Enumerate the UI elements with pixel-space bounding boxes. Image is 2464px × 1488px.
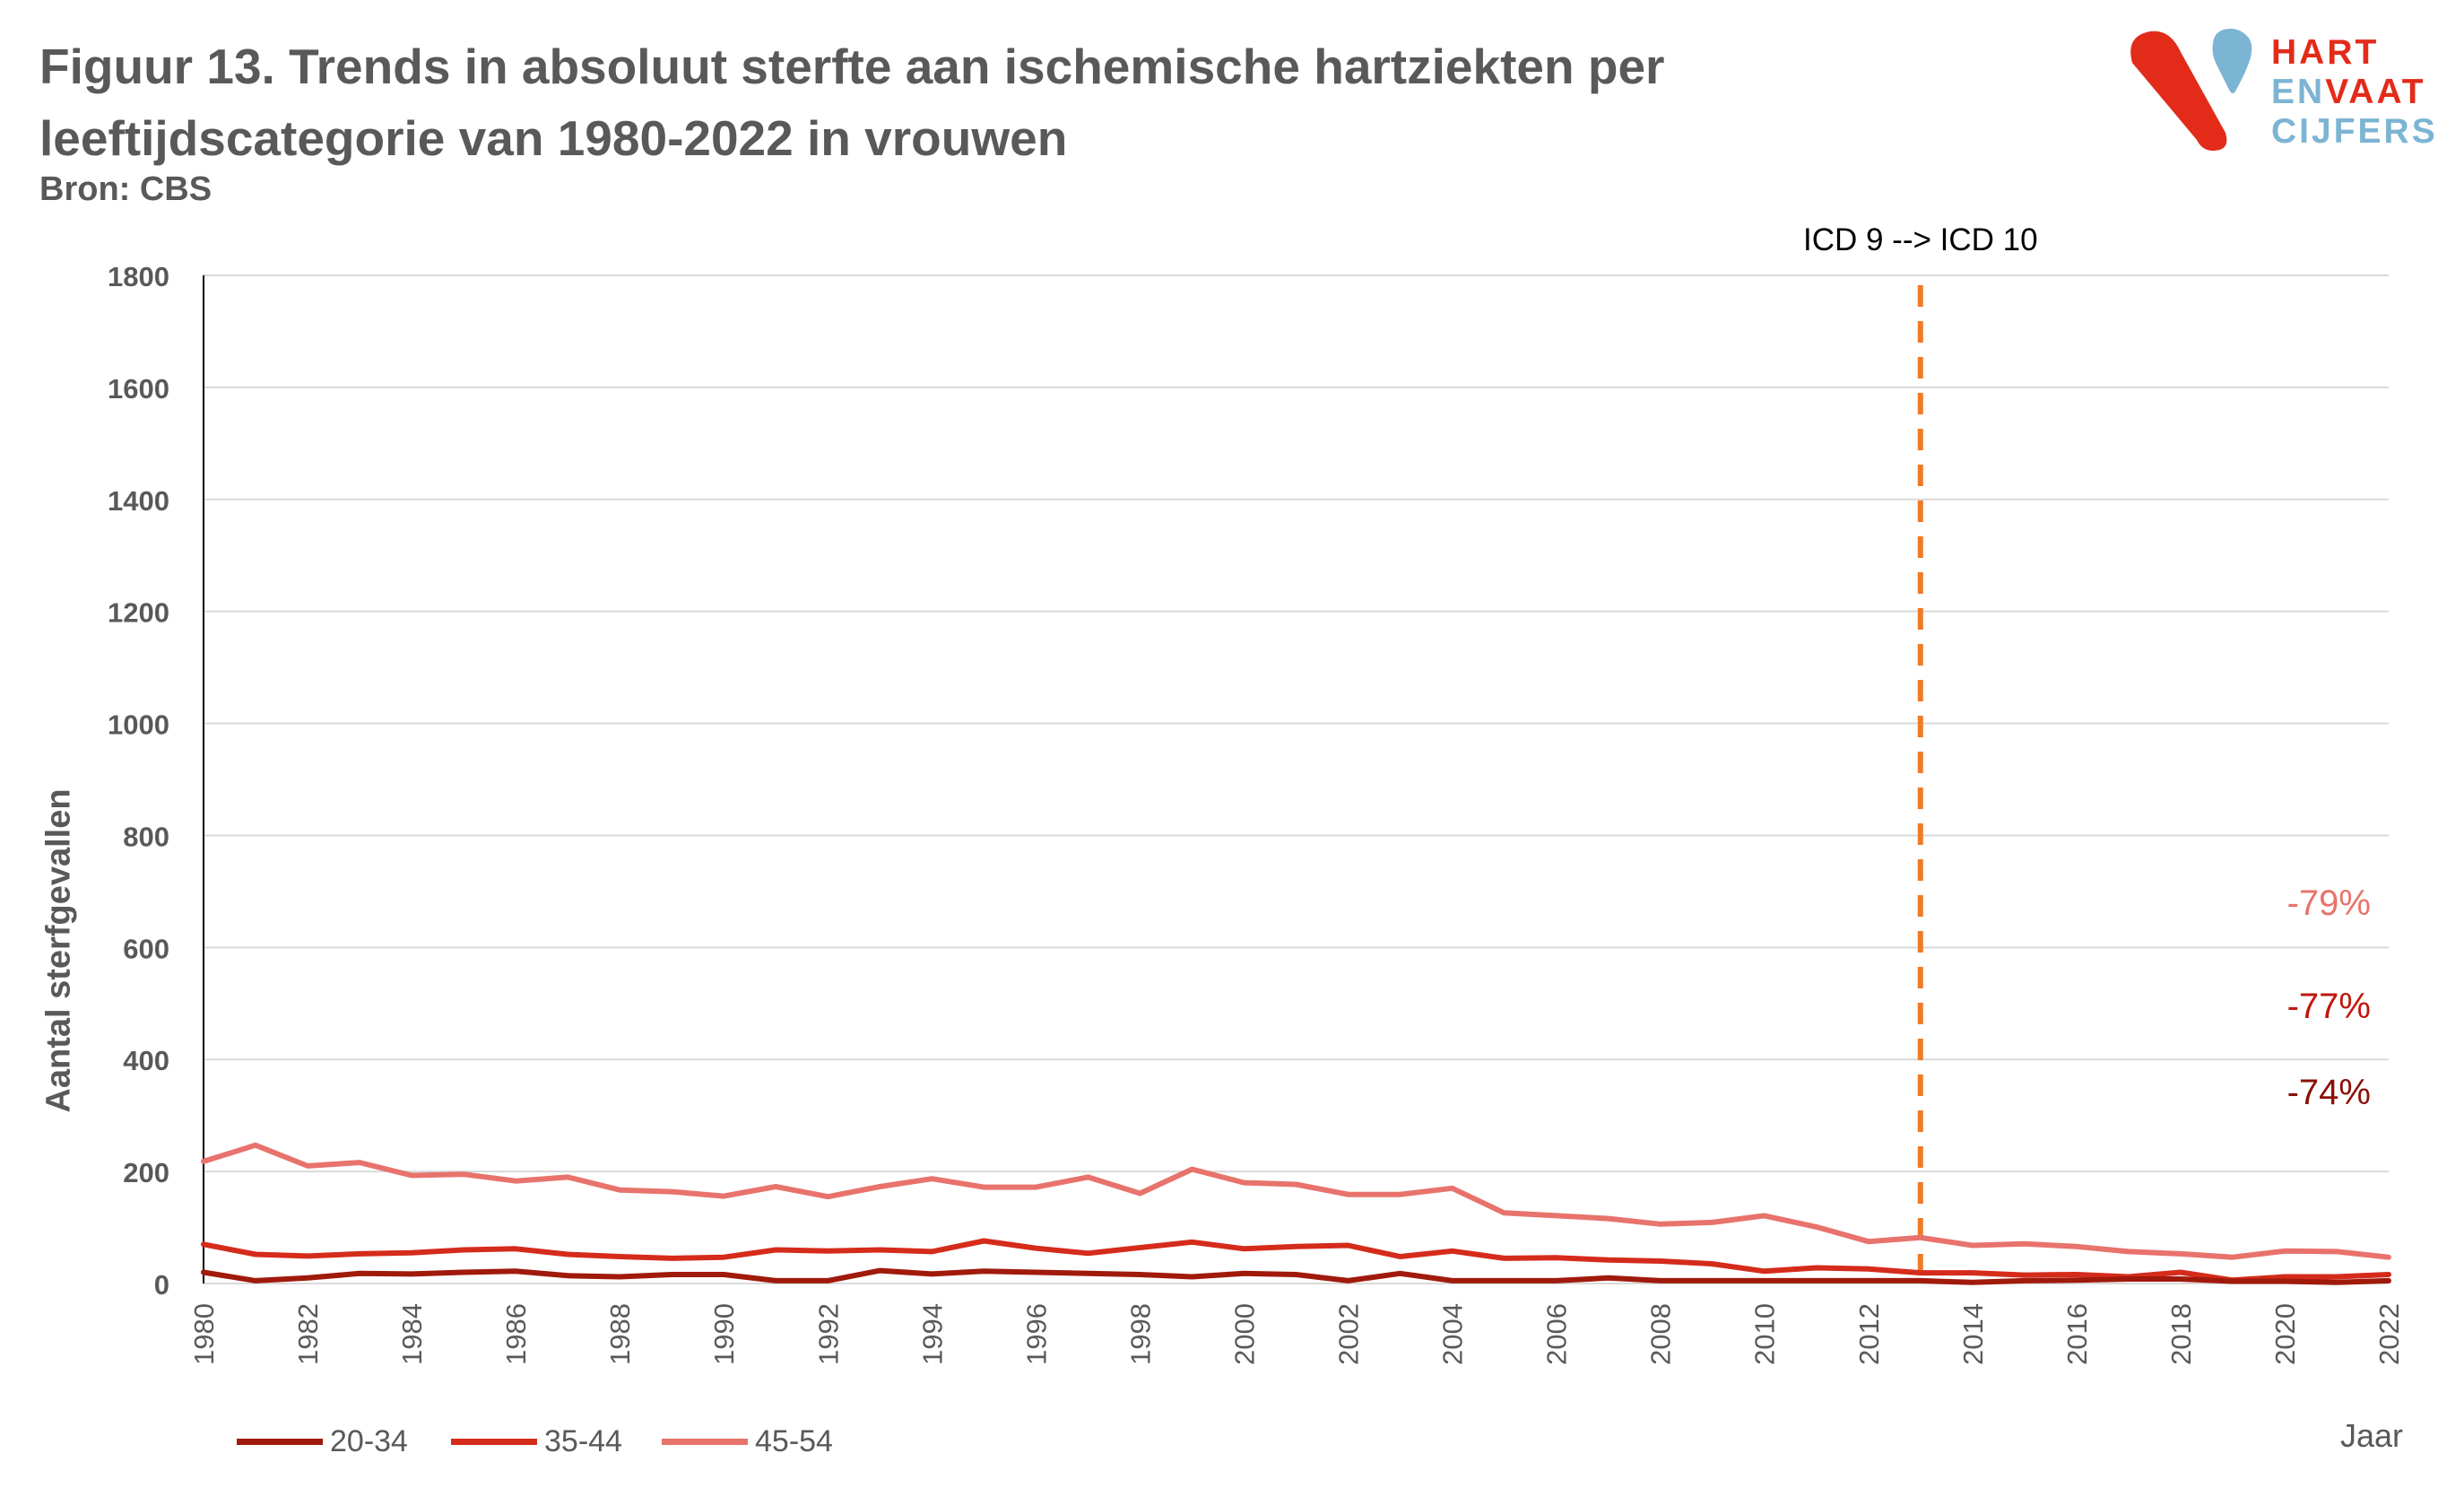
x-tick-label-1990: 1990: [708, 1303, 740, 1365]
legend-swatch-45-54: [662, 1438, 748, 1445]
x-tick-label-2018: 2018: [2165, 1303, 2197, 1365]
chart-source: Bron: CBS: [39, 170, 213, 208]
y-tick-label-1800: 1800: [108, 261, 169, 292]
logo-text-line-1: HART: [2271, 33, 2380, 72]
x-axis-title: Jaar: [2339, 1417, 2403, 1454]
series-line-35-44: [201, 1238, 2391, 1284]
x-tick-label-1998: 1998: [1124, 1303, 1156, 1365]
legend-label-45-54: 45-54: [755, 1423, 833, 1458]
legend-label-20-34: 20-34: [330, 1423, 408, 1458]
x-tick-label-1986: 1986: [500, 1303, 532, 1365]
x-tick-label-2020: 2020: [2269, 1303, 2301, 1365]
logo-mark-icon: [2130, 29, 2252, 152]
y-tick-label-1600: 1600: [108, 373, 169, 405]
x-tick-label-1980: 1980: [188, 1303, 220, 1365]
y-axis-title: Aantal sterfgevallen: [39, 788, 78, 1113]
series-line-20-34: [201, 1267, 2391, 1285]
chart-title: Figuur 13. Trends in absoluut sterfte aa…: [39, 30, 2012, 174]
x-tick-label-2004: 2004: [1437, 1303, 1469, 1365]
legend-swatch-20-34: [237, 1438, 323, 1445]
series-lines: [201, 1142, 2391, 1285]
series-change-labels: -79% -77% -74%: [2287, 883, 2371, 1112]
x-tick-label-2002: 2002: [1333, 1303, 1365, 1365]
y-tick-label-1200: 1200: [108, 597, 169, 629]
x-tick-label-2016: 2016: [2061, 1303, 2093, 1365]
legend-item-35-44: 35-44: [451, 1419, 622, 1464]
icd-change-marker: ICD 9 --> ICD 10: [1803, 222, 2038, 1284]
icd-change-label: ICD 9 --> ICD 10: [1803, 222, 2038, 257]
x-tick-label-1996: 1996: [1020, 1303, 1052, 1365]
x-tick-label-2006: 2006: [1541, 1303, 1573, 1365]
x-tick-label-1982: 1982: [292, 1303, 324, 1365]
y-tick-label-600: 600: [123, 933, 169, 964]
y-tick-label-200: 200: [123, 1157, 169, 1188]
legend-item-45-54: 45-54: [662, 1419, 833, 1464]
series-line-45-54: [201, 1142, 2391, 1260]
logo-text-en: EN: [2271, 73, 2326, 111]
x-tick-label-2014: 2014: [1957, 1303, 1989, 1365]
x-tick-label-2012: 2012: [1853, 1303, 1885, 1365]
change-label-35-44: -77%: [2287, 987, 2371, 1026]
logo-text-vaat: VAAT: [2325, 73, 2426, 111]
change-label-45-54: -79%: [2287, 883, 2371, 923]
y-tick-label-800: 800: [123, 821, 169, 852]
y-axis-ticks: 0 200 400 600 800 1000 1200 1400 1600 1800: [108, 261, 169, 1301]
grid-lines: [204, 274, 2389, 1284]
logo-text-line-2: ENVAAT: [2271, 73, 2426, 112]
chart-title-line-1: Figuur 13. Trends in absoluut sterfte aa…: [39, 39, 1665, 94]
logo-text-line-3: CIJFERS: [2271, 112, 2438, 151]
legend-swatch-35-44: [451, 1438, 537, 1445]
legend-item-20-34: 20-34: [237, 1419, 408, 1464]
x-tick-label-1992: 1992: [812, 1303, 844, 1365]
x-tick-label-1994: 1994: [916, 1303, 948, 1365]
x-tick-label-1984: 1984: [396, 1303, 428, 1365]
x-tick-label-1988: 1988: [604, 1303, 636, 1365]
y-tick-label-1400: 1400: [108, 485, 169, 517]
y-tick-label-0: 0: [154, 1269, 169, 1301]
legend-label-35-44: 35-44: [544, 1423, 622, 1458]
x-tick-label-2008: 2008: [1645, 1303, 1677, 1365]
y-tick-label-1000: 1000: [108, 709, 169, 741]
x-tick-label-2010: 2010: [1749, 1303, 1781, 1365]
change-label-20-34: -74%: [2287, 1073, 2371, 1112]
x-tick-label-2000: 2000: [1228, 1303, 1260, 1365]
x-axis-ticks: 1980 1982 1984 1986 1988 1990 1992 1994 1996 1998…: [188, 1303, 2405, 1365]
chart-title-line-2: leeftijdscategorie van 1980-2022 in vrou…: [39, 110, 1068, 166]
y-tick-label-400: 400: [123, 1045, 169, 1076]
x-tick-label-2022: 2022: [2373, 1303, 2405, 1365]
